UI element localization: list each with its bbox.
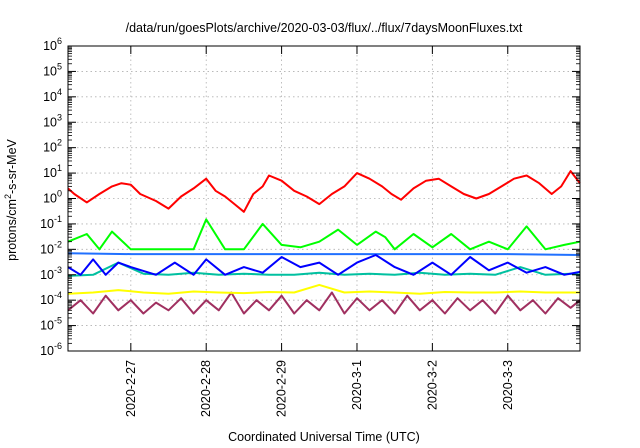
chart-title: /data/run/goesPlots/archive/2020-03-03/f… [126, 21, 523, 35]
series-line [67, 170, 581, 213]
y-tick-label: 101 [43, 163, 62, 180]
y-tick-label: 100 [43, 189, 62, 206]
x-axis-ticks: 2020-2-27 2020-2-28 2020-2-29 2020-3-1 2020-… [124, 46, 515, 417]
x-tick-label: 2020-3-1 [350, 360, 364, 410]
y-tick-label: 10-1 [40, 214, 62, 231]
y-tick-label: 105 [43, 61, 62, 78]
series-line [67, 254, 581, 276]
series-line [67, 252, 581, 256]
x-tick-label: 2020-2-28 [199, 360, 213, 417]
grid [68, 46, 580, 351]
series-lines [67, 170, 581, 315]
y-tick-label: 106 [43, 36, 62, 53]
series-line [67, 218, 581, 251]
y-tick-label: 10-2 [40, 239, 62, 256]
series-line [67, 283, 580, 295]
x-tick-label: 2020-2-27 [124, 360, 138, 417]
x-tick-label: 2020-3-3 [501, 360, 515, 410]
x-tick-label: 2020-2-29 [275, 360, 289, 417]
y-tick-label: 10-3 [40, 265, 62, 282]
y-tick-label: 10-6 [40, 341, 62, 358]
x-tick-label: 2020-3-2 [425, 360, 439, 410]
y-tick-label: 103 [43, 112, 62, 129]
y-tick-label: 102 [43, 138, 62, 155]
y-tick-label: 10-5 [40, 316, 62, 333]
y-axis-ticks: 106 105 104 103 102 101 100 10-1 10-2 10-3 10-4 10-… [40, 36, 580, 358]
series-line [67, 291, 581, 315]
y-axis-label: protons/cm2-s-sr-MeV [3, 138, 19, 260]
y-tick-label: 10-4 [40, 290, 62, 307]
y-tick-label: 104 [43, 87, 62, 104]
x-axis-label: Coordinated Universal Time (UTC) [228, 430, 420, 444]
